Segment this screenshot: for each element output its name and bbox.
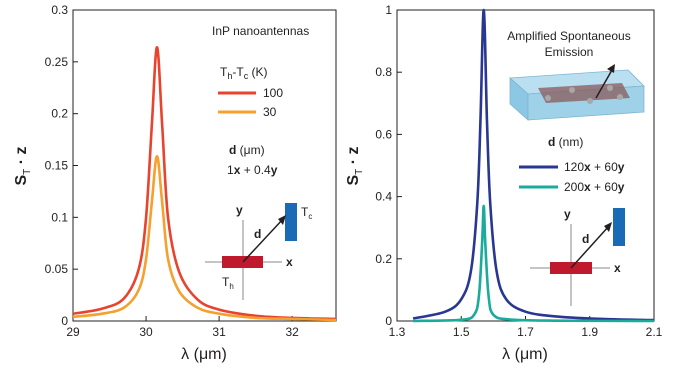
right-y-axis-label: ST · z [345, 147, 365, 186]
right-y-tick-label: 1 [385, 3, 392, 17]
right-x-axis-label: λ (μm) [502, 346, 548, 363]
left-d-expr: 1x + 0.4y [227, 163, 278, 177]
slab-emission-arrowhead [607, 64, 615, 73]
left-chart: 29 30 31 32 0 0.05 0.1 0.15 0.2 0.25 0.3 λ (μm) ST… [13, 3, 337, 363]
left-x-tick-label: 31 [212, 325, 226, 339]
right-x-tick-label: 1.9 [581, 325, 598, 339]
right-y-tick-label: 0.4 [375, 190, 392, 204]
left-d-spec: d (μm) [229, 143, 265, 157]
svg-text:ST · z: ST · z [345, 147, 365, 186]
left-inset-d-arrowhead [278, 215, 286, 225]
right-inset-y-label: y [564, 207, 571, 221]
left-inset-d-arrow [242, 218, 284, 263]
right-ticks: 1.3 1.5 1.7 1.9 2.1 0 0.2 0.4 0.6 0.8 1 [375, 3, 662, 339]
right-series-line-0 [412, 8, 655, 322]
left-inset-d-label: d [254, 227, 261, 241]
left-inset-hot-antenna [222, 256, 263, 268]
left-x-tick-label: 30 [139, 325, 153, 339]
right-inset-x-label: x [614, 261, 621, 275]
slab-particle [587, 98, 593, 104]
left-legend-title: Th-Tc (K) [220, 65, 268, 81]
left-x-tick-label: 32 [285, 325, 299, 339]
left-y-tick-label: 0.3 [51, 3, 68, 17]
left-y-sub: T [22, 169, 33, 175]
right-y-tick-label: 0.6 [375, 127, 392, 141]
right-inset-d-label: d [582, 232, 589, 246]
left-inset-tc-label: Tc [301, 205, 312, 221]
left-inset-cold-antenna [285, 203, 297, 241]
slab-emission-arrow [595, 69, 613, 99]
right-ase-slab-illustration [509, 64, 645, 121]
right-chart: 1.3 1.5 1.7 1.9 2.1 0 0.2 0.4 0.6 0.8 1 λ (μm) ST … [345, 3, 663, 363]
left-x-tick-label: 29 [66, 325, 80, 339]
left-y-tick-label: 0.2 [51, 107, 68, 121]
svg-text:ST · z: ST · z [13, 147, 33, 186]
right-chart-title-line1: Amplified Spontaneous [507, 29, 630, 43]
left-inset-th-label: Th [222, 275, 234, 291]
left-ticks: 29 30 31 32 0 0.05 0.1 0.15 0.2 0.25 0.3 [45, 3, 300, 339]
left-y-tick-label: 0.1 [51, 210, 68, 224]
right-y-tick-label: 0 [385, 314, 392, 328]
left-y-tick-label: 0.25 [45, 55, 69, 69]
right-inset-antenna-2 [613, 208, 625, 246]
left-inset-x-label: x [286, 255, 293, 269]
right-legend-label-120: 120x + 60y [564, 160, 625, 174]
left-legend-label-100: 100 [263, 86, 283, 100]
right-inset-d-arrowhead [604, 222, 612, 232]
left-chart-title: InP nanoantennas [212, 24, 309, 38]
right-series-line-1 [413, 204, 655, 323]
left-x-axis-label: λ (μm) [181, 346, 227, 363]
left-series-line-0 [72, 46, 337, 321]
left-legend-label-30: 30 [263, 105, 277, 119]
slab-particle [569, 87, 575, 93]
right-d-spec: d (nm) [548, 135, 583, 149]
right-x-tick-label: 1.7 [517, 325, 534, 339]
right-chart-title-line2: Emission [545, 45, 594, 59]
right-series [412, 8, 655, 323]
slab-particle [617, 94, 623, 100]
left-plot-frame [72, 9, 337, 322]
left-y-tick-label: 0.15 [45, 159, 69, 173]
left-series [72, 46, 337, 322]
left-inset-y-label: y [236, 203, 243, 217]
left-y-tick-label: 0 [61, 314, 68, 328]
left-y-tick-label: 0.05 [45, 262, 69, 276]
right-inset-d-arrow [570, 225, 610, 269]
left-y-axis-label: ST · z [13, 147, 33, 186]
right-x-tick-label: 1.3 [389, 325, 406, 339]
right-x-tick-label: 2.1 [646, 325, 663, 339]
left-inset-schematic: y x d Tc Th [205, 203, 312, 300]
right-y-tick-label: 0.8 [375, 65, 392, 79]
slab-particle [545, 95, 551, 101]
right-legend-label-200: 200x + 60y [564, 180, 625, 194]
left-series-line-1 [72, 154, 337, 322]
right-inset-schematic: y x d [530, 207, 625, 306]
slab-particle [607, 85, 613, 91]
right-y-tick-label: 0.2 [375, 252, 392, 266]
right-x-tick-label: 1.5 [453, 325, 470, 339]
